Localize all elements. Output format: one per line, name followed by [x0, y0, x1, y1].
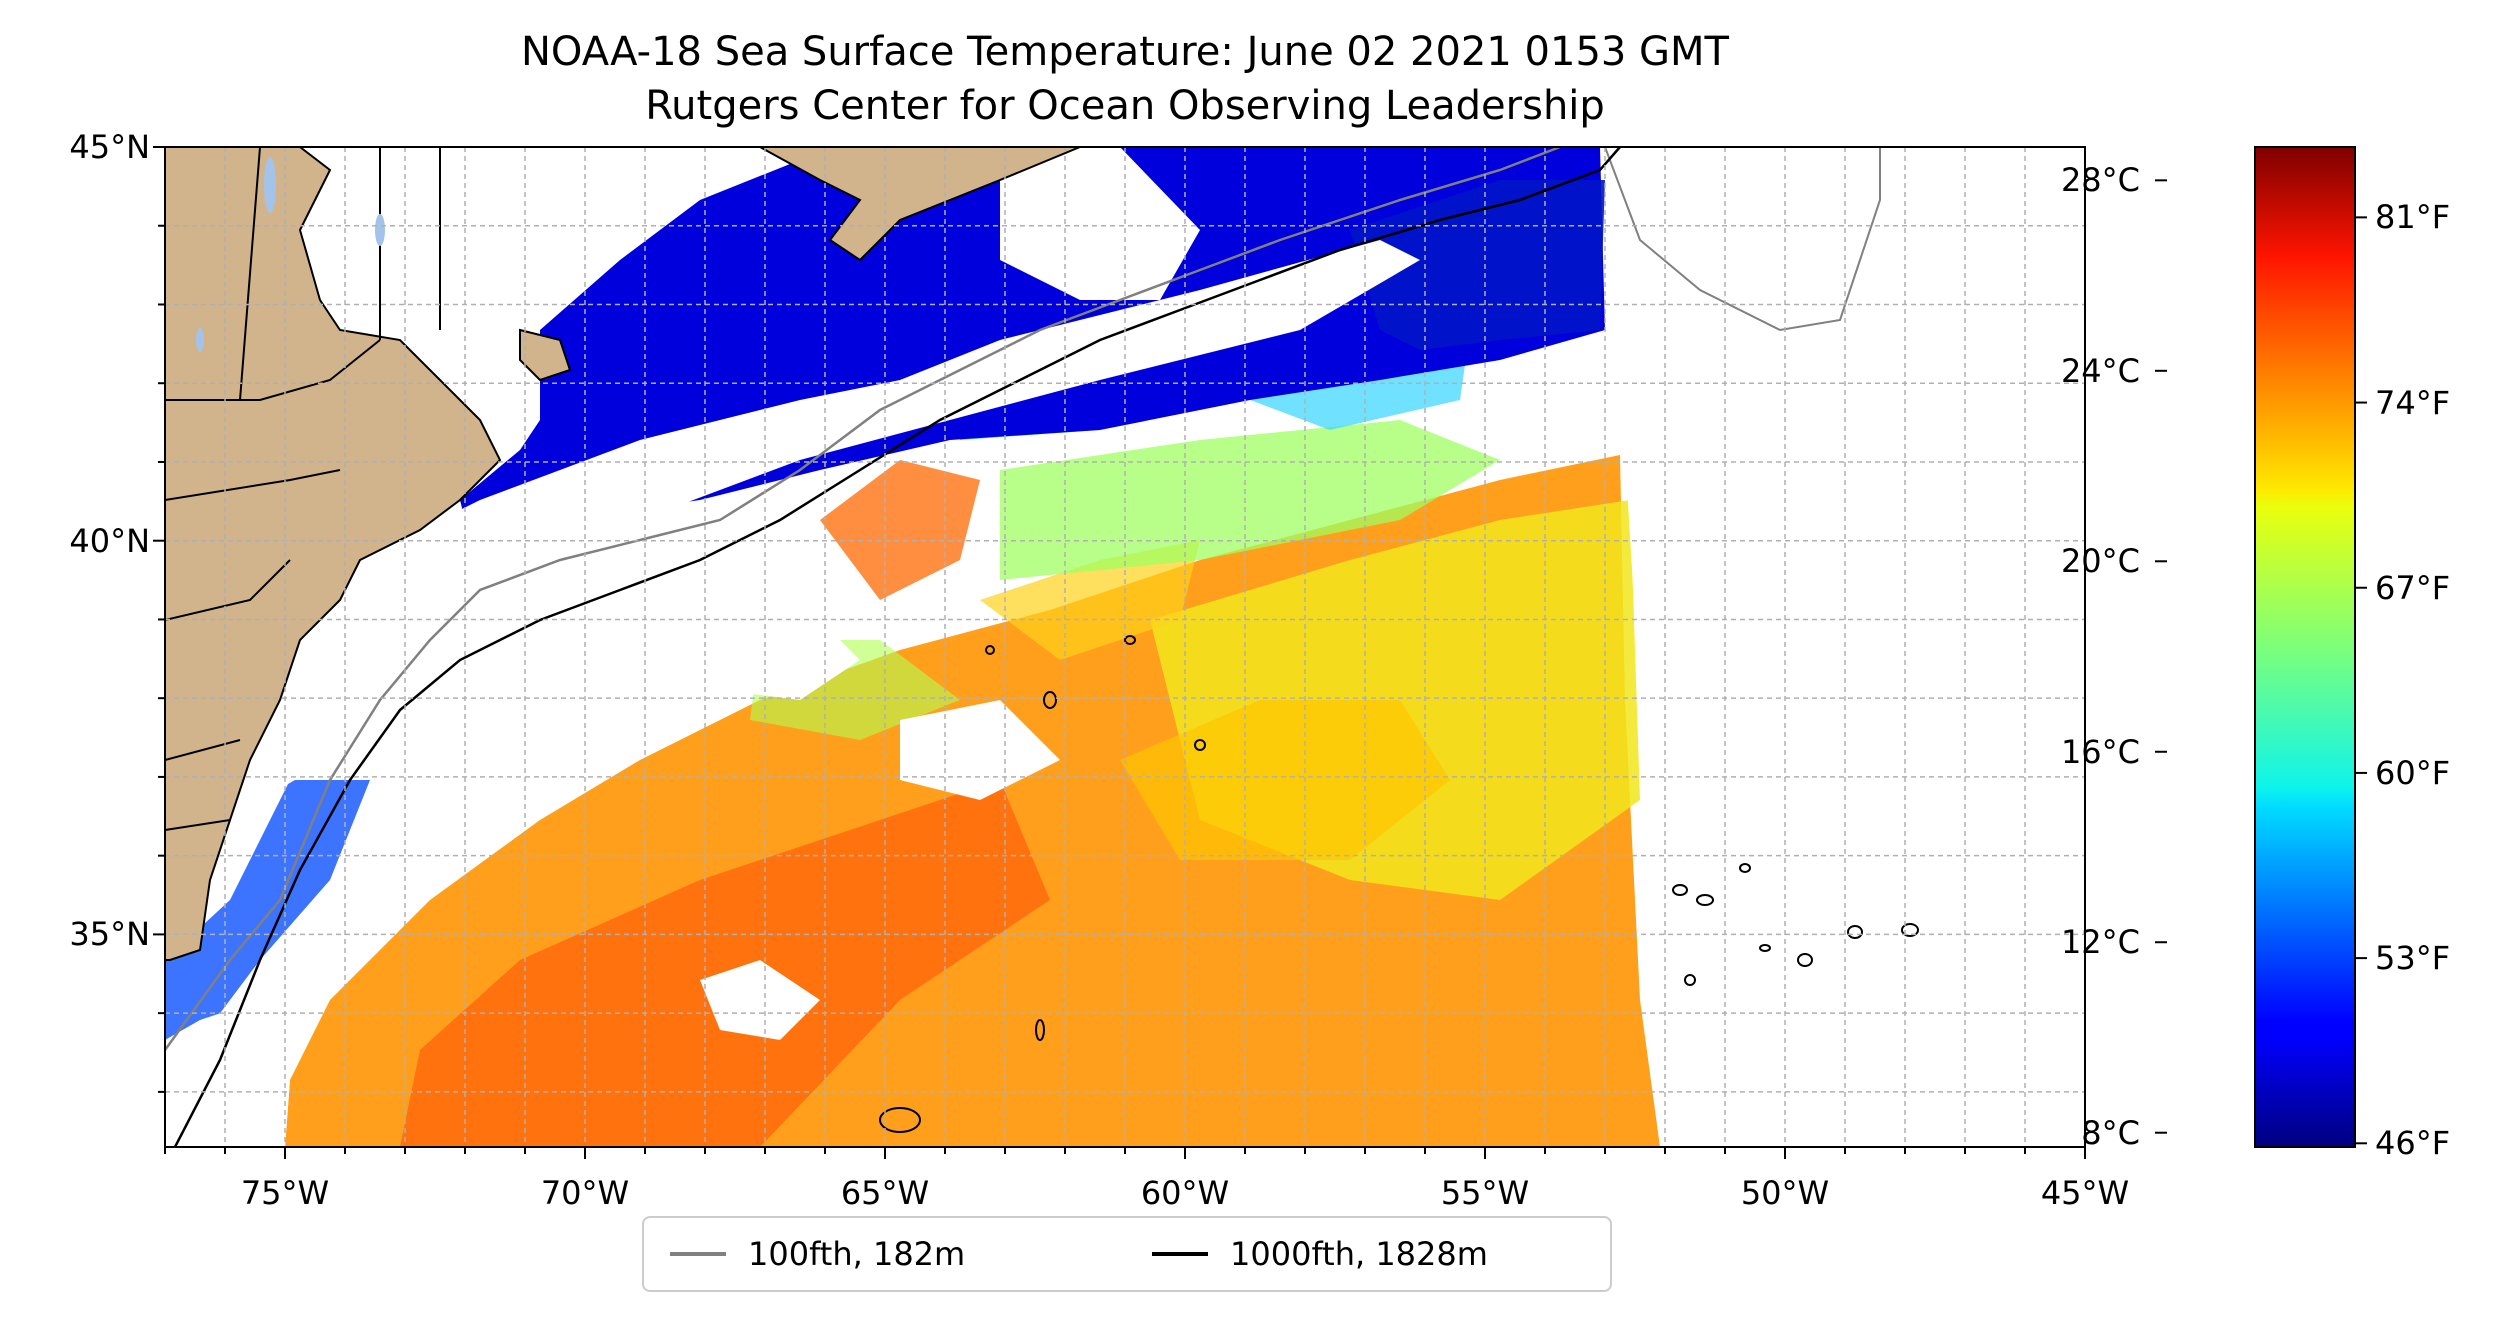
colorbar-celsius-label: 20°C	[2060, 542, 2140, 581]
legend-label-1000fth: 1000fth, 1828m	[1230, 1235, 1488, 1273]
lon-tick-label: 45°W	[2040, 1174, 2130, 1212]
colorbar-ticks	[2155, 179, 2367, 1145]
lakes	[196, 157, 385, 352]
legend-label-100fth: 100fth, 182m	[748, 1235, 966, 1273]
sst-warm-swath	[285, 455, 1660, 1147]
land-newfoundland-shelf	[1603, 147, 1881, 332]
land-cape-cod	[519, 328, 572, 382]
lat-tick-label: 40°N	[69, 521, 150, 560]
gridlines	[165, 147, 2085, 1147]
state-borders	[165, 147, 441, 831]
lon-tick-label: 55°W	[1440, 1174, 1530, 1212]
land-us-coast	[165, 147, 502, 961]
colorbar-fahrenheit-label: 60°F	[2375, 753, 2451, 792]
colorbar-celsius-label: 28°C	[2060, 161, 2140, 200]
colorbar	[2254, 146, 2356, 1148]
legend-item-100fth: 100fth, 182m	[670, 1218, 965, 1290]
colorbar-fahrenheit-label: 53°F	[2375, 939, 2451, 978]
colorbar-celsius-label: 12°C	[2060, 923, 2140, 962]
lon-tick-label: 50°W	[1740, 1174, 1830, 1212]
colorbar-celsius-label: 8°C	[2081, 1113, 2140, 1152]
legend-item-1000fth: 1000fth, 1828m	[1152, 1218, 1488, 1290]
lat-tick-label: 45°N	[69, 128, 150, 166]
map-subtitle: Rutgers Center for Ocean Observing Leade…	[645, 83, 1605, 129]
colorbar-fahrenheit-label: 46°F	[2375, 1124, 2451, 1163]
lon-tick-label: 75°W	[240, 1174, 330, 1212]
map-area	[165, 147, 2085, 1147]
lon-tick-label: 65°W	[840, 1174, 930, 1212]
colorbar-fahrenheit-label: 74°F	[2375, 383, 2451, 422]
isobath-legend: 100fth, 182m 1000fth, 1828m	[642, 1216, 1612, 1292]
isobath-1000fth	[173, 147, 1621, 1147]
lat-tick-label: 35°N	[69, 915, 150, 954]
lon-tick-label: 60°W	[1140, 1174, 1230, 1212]
map-title: NOAA-18 Sea Surface Temperature: June 02…	[520, 29, 1729, 75]
legend-line-100fth	[670, 1252, 726, 1256]
legend-line-1000fth	[1152, 1252, 1208, 1256]
colorbar-celsius-label: 24°C	[2060, 351, 2140, 390]
colorbar-celsius-label: 16°C	[2060, 732, 2140, 771]
colorbar-fahrenheit-label: 67°F	[2375, 568, 2451, 607]
seamount-contours	[879, 635, 1919, 1133]
colorbar-fahrenheit-label: 81°F	[2375, 198, 2451, 237]
axis-ticks	[153, 146, 2086, 1159]
isobath-100fth	[165, 147, 1561, 1051]
land-nova-scotia	[759, 147, 1081, 262]
lon-tick-label: 70°W	[540, 1174, 630, 1212]
